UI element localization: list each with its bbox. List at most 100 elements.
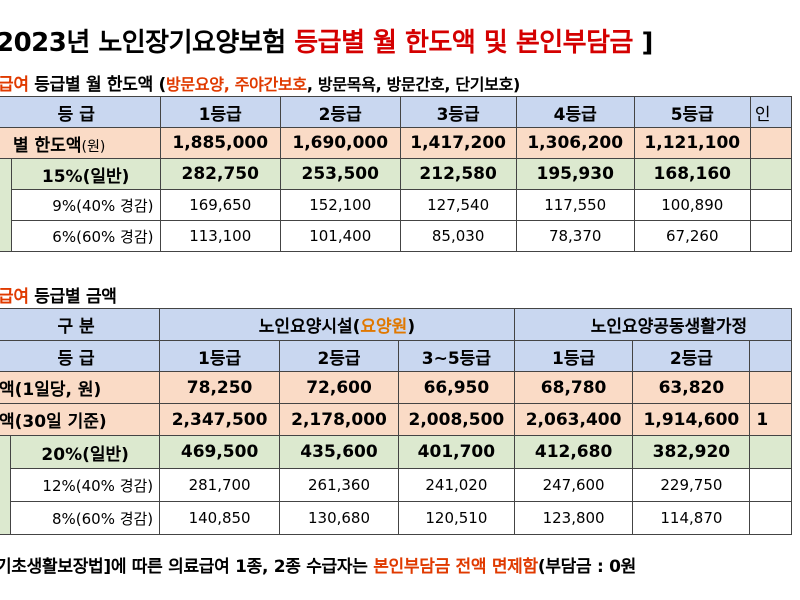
footer-text: 기초생활보장법]에 따른 의료급여 1종, 2종 수급자는: [0, 557, 374, 577]
section2-text: 등급별 금액: [28, 287, 117, 307]
facility-table-group-row: 구 분 노인요양시설(요양원) 노인요양공동생활가정: [0, 308, 793, 341]
grade-header-cell: 1등급: [159, 340, 280, 372]
daily-amount-cell: 72,600: [278, 371, 400, 404]
monthly-amount-cell: 2,178,000: [278, 403, 400, 436]
copay-cell: [749, 189, 793, 221]
copay-cell: 127,540: [399, 189, 517, 221]
copay-cell: 78,370: [515, 220, 635, 252]
copay2-cell: [749, 435, 792, 469]
monthly-amount-row: 액(30일 기준) 2,347,500 2,178,000 2,008,500 …: [0, 403, 792, 436]
limit-cell: 1,417,200: [399, 127, 517, 159]
monthly-amount-cell: 2,008,500: [398, 403, 515, 436]
section1-suffix: , 방문목욕, 방문간호, 단기보호): [306, 75, 521, 94]
daily-amount-cell: 78,250: [159, 371, 280, 404]
copay2-cell: 114,870: [632, 501, 751, 535]
category-header: 구 분: [0, 308, 161, 341]
copay2-cell: 241,020: [398, 468, 515, 502]
page-title: 2023년 노인장기요양보험 등급별 월 한도액 및 본인부담금 ]: [0, 22, 653, 59]
copay2-cell: 469,500: [159, 435, 280, 469]
copay-cell: 100,890: [633, 189, 751, 221]
copay-cell: 282,750: [159, 158, 281, 190]
copay2-cell: 261,360: [278, 468, 400, 502]
copay2-cell: 140,850: [159, 501, 280, 535]
copay2-row-40: 12%(40% 경감) 281,700 261,360 241,020 247,…: [0, 468, 792, 502]
copay2-cell: 247,600: [513, 468, 634, 502]
copay-cell: 212,580: [399, 158, 517, 190]
copay2-cell: 412,680: [513, 435, 634, 469]
copay2-cell: [749, 468, 792, 502]
copay-cell: 169,650: [159, 189, 281, 221]
copay-cell: 152,100: [279, 189, 401, 221]
nursing-home-text: 노인요양시설(: [258, 317, 361, 337]
limit-table: 등 급 1등급 2등급 3등급 4등급 5등급 인 별 한도액(원) 1,885…: [0, 96, 793, 252]
copay2-cell: 382,920: [632, 435, 751, 469]
facility-table-grade-row: 등 급 1등급 2등급 3~5등급 1등급 2등급: [0, 340, 792, 372]
monthly-amount-cell: 2,347,500: [159, 403, 280, 436]
daily-amount-row: 액(1일당, 원) 78,250 72,600 66,950 68,780 63…: [0, 371, 792, 404]
copay-cell: 113,100: [159, 220, 281, 252]
copay2-cell: 120,510: [398, 501, 515, 535]
section1-prefix: 급여: [0, 75, 29, 95]
grade-header-cell: 2등급: [632, 340, 751, 372]
group-home-text: 노인요양공동생활가정: [590, 317, 748, 337]
facility-table: 구 분 노인요양시설(요양원) 노인요양공동생활가정 등 급 1등급 2등급 3…: [0, 308, 793, 535]
copay-cell: 168,160: [633, 158, 751, 190]
copay2-cell: [749, 501, 792, 535]
copay-cell: 85,030: [399, 220, 517, 252]
copay-cell: [749, 158, 793, 190]
grade-header: 등 급: [0, 96, 161, 128]
copay2-row-60: 8%(60% 경감) 140,850 130,680 120,510 123,8…: [0, 501, 792, 535]
monthly-amount-cell: 1: [749, 403, 792, 436]
limit-row: 별 한도액(원) 1,885,000 1,690,000 1,417,200 1…: [0, 127, 793, 159]
limit-cell: [749, 127, 793, 159]
title-main: 2023년 노인장기요양보험: [0, 28, 295, 58]
daily-amount-cell: [749, 371, 792, 404]
copay2-cell: 435,600: [278, 435, 400, 469]
nursing-home-suffix: ): [407, 317, 416, 337]
grade-header-cell: 2등급: [278, 340, 400, 372]
copay2-cell: 229,750: [632, 468, 751, 502]
grade-header-cell: [749, 340, 792, 372]
daily-amount-label: 액(1일당, 원): [0, 371, 161, 404]
copay2-row-general: 20%(일반) 469,500 435,600 401,700 412,680 …: [0, 435, 792, 535]
limit-cell: 1,121,100: [633, 127, 751, 159]
copay-label: 9%(40% 경감): [10, 189, 161, 221]
grade4-header: 4등급: [515, 96, 635, 128]
copay-label: 6%(60% 경감): [10, 220, 161, 252]
copay2-label: 8%(60% 경감): [10, 501, 161, 535]
group-home-header: 노인요양공동생활가정: [513, 308, 793, 341]
section1-text: 등급별 월 한도액 (: [28, 75, 167, 95]
footer-suffix: (부담금 : 0원: [537, 557, 636, 577]
title-highlight: 등급별 월 한도액 및 본인부담금: [294, 28, 633, 58]
daily-amount-cell: 68,780: [513, 371, 634, 404]
copay2-cell: 401,700: [398, 435, 515, 469]
footer-note: 기초생활보장법]에 따른 의료급여 1종, 2종 수급자는 본인부담금 전액 면…: [0, 552, 636, 577]
grade2-header: 2등급: [279, 96, 401, 128]
section1-highlight: 방문요양, 주야간보호: [166, 75, 307, 94]
footer-highlight: 본인부담금 전액 면제함: [373, 557, 538, 577]
copay-cell: [749, 220, 793, 252]
copay2-group-cell: [0, 435, 12, 535]
section2-heading: 급여 등급별 금액: [0, 282, 117, 307]
copay-cell: 117,550: [515, 189, 635, 221]
copay2-cell: 281,700: [159, 468, 280, 502]
title-bracket: ]: [632, 28, 653, 58]
copay-row-60: 6%(60% 경감) 113,100 101,400 85,030 78,370…: [0, 220, 793, 252]
copay-cell: 67,260: [633, 220, 751, 252]
copay-label: 15%(일반): [10, 158, 161, 190]
copay-group-cell: [0, 158, 12, 252]
copay2-label: 12%(40% 경감): [10, 468, 161, 502]
monthly-amount-label: 액(30일 기준): [0, 403, 161, 436]
limit-table-header: 등 급 1등급 2등급 3등급 4등급 5등급 인: [0, 96, 793, 128]
nursing-home-highlight: 요양원: [360, 317, 408, 337]
copay-cell: 253,500: [279, 158, 401, 190]
daily-amount-cell: 63,820: [632, 371, 751, 404]
daily-amount-cell: 66,950: [398, 371, 515, 404]
grade3-header: 3등급: [399, 96, 517, 128]
copay-cell: 101,400: [279, 220, 401, 252]
section1-heading: 급여 등급별 월 한도액 (방문요양, 주야간보호, 방문목욕, 방문간호, 단…: [0, 70, 520, 95]
limit-label-unit: (원): [81, 138, 106, 155]
nursing-home-header: 노인요양시설(요양원): [159, 308, 515, 341]
copay-row-40: 9%(40% 경감) 169,650 152,100 127,540 117,5…: [0, 189, 793, 221]
cognitive-grade-header: 인: [749, 96, 793, 128]
